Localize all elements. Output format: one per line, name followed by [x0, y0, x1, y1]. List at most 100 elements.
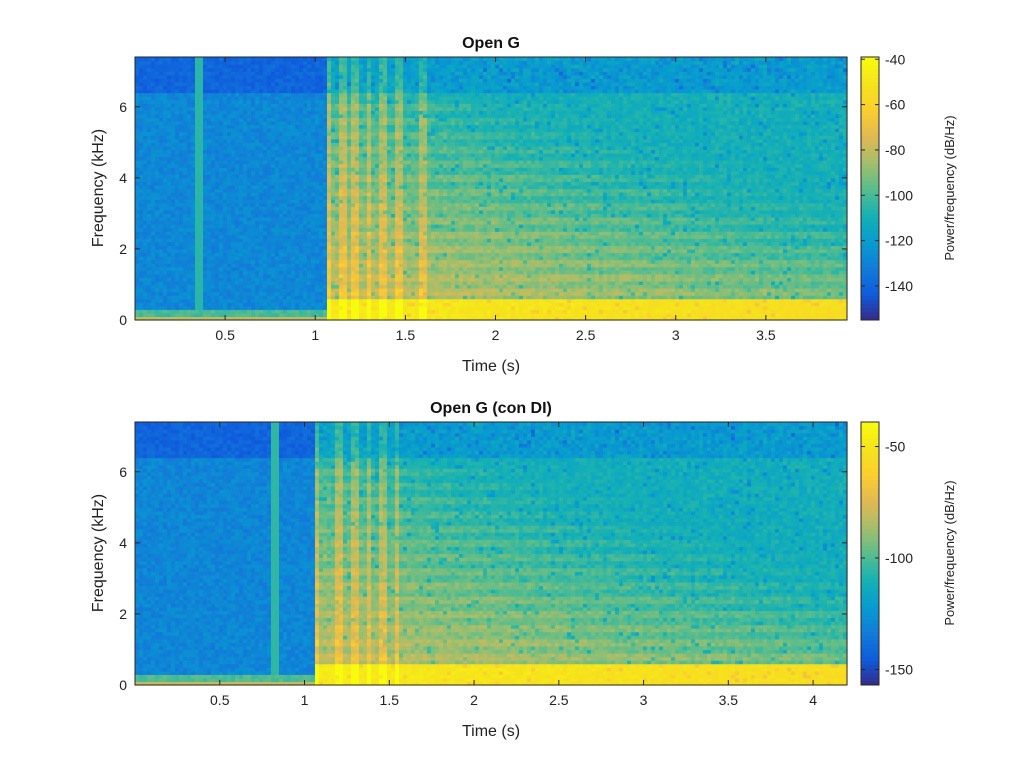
spectrogram-cell [147, 238, 152, 243]
spectrogram-cell [255, 163, 260, 168]
spectrogram-cell [151, 305, 156, 310]
spectrogram-cell [135, 248, 140, 254]
spectrogram-cell [311, 99, 316, 104]
spectrogram-cell [399, 295, 404, 300]
spectrogram-cell [343, 156, 348, 161]
spectrogram-cell [159, 312, 164, 318]
spectrogram-cell [275, 96, 280, 101]
spectrogram-cell [267, 213, 272, 218]
spectrogram-cell [203, 184, 208, 190]
spectrogram-cell [143, 67, 148, 72]
spectrogram-cell [135, 138, 140, 143]
spectrogram-cell [175, 241, 180, 246]
spectrogram-cell [247, 131, 252, 136]
spectrogram-cell [247, 209, 252, 214]
spectrogram-cell [179, 135, 184, 140]
spectrogram-cell [363, 124, 368, 129]
spectrogram-cell [203, 238, 208, 243]
spectrogram-cell [263, 273, 268, 278]
spectrogram-cell [183, 248, 188, 254]
spectrogram-cell [351, 195, 356, 200]
spectrogram-cell [263, 295, 268, 300]
spectrogram-cell [167, 128, 172, 133]
spectrogram-cell [243, 78, 248, 83]
spectrogram-cell [283, 170, 288, 175]
spectrogram-cell [191, 81, 196, 87]
spectrogram-cell [355, 138, 360, 143]
spectrogram-cell [307, 209, 312, 214]
spectrogram-cell [323, 124, 328, 129]
spectrogram-cell [279, 120, 284, 126]
spectrogram-cell [355, 156, 360, 161]
spectrogram-cell [375, 195, 380, 200]
spectrogram-cell [371, 259, 376, 264]
spectrogram-cell [291, 213, 296, 218]
spectrogram-cell [155, 256, 160, 261]
spectrogram-cell [219, 167, 224, 172]
spectrogram-cell [155, 120, 160, 126]
spectrogram-cell [159, 92, 164, 97]
spectrogram-cell [259, 209, 264, 214]
spectrogram-cell [375, 149, 380, 154]
spectrogram-cell [367, 117, 372, 122]
spectrogram-cell [367, 216, 372, 222]
spectrogram-cell [343, 81, 348, 87]
spectrogram-cell [383, 103, 388, 108]
spectrogram-cell [347, 195, 352, 200]
spectrogram-cell [271, 238, 276, 243]
spectrogram-cell [251, 103, 256, 108]
spectrogram-cell [179, 81, 184, 87]
spectrogram-cell [307, 288, 312, 293]
spectrogram-cell [379, 216, 384, 222]
spectrogram-cell [255, 74, 260, 79]
spectrogram-cell [347, 298, 352, 303]
spectrogram-cell [355, 174, 360, 179]
spectrogram-cell [231, 252, 236, 257]
spectrogram-cell [263, 135, 268, 140]
spectrogram-cell [267, 67, 272, 72]
spectrogram-cell [387, 177, 392, 182]
spectrogram-cell [363, 302, 368, 307]
spectrogram-cell [375, 135, 380, 140]
spectrogram-cell [395, 224, 400, 229]
spectrogram-cell [191, 149, 196, 154]
spectrogram-cell [163, 71, 168, 76]
spectrogram-cell [171, 117, 176, 122]
spectrogram-cell [231, 188, 236, 193]
spectrogram-cell [299, 64, 304, 69]
spectrogram-cell [307, 138, 312, 143]
spectrogram-cell [179, 145, 184, 150]
spectrogram-cell [151, 113, 156, 119]
spectrogram-cell [387, 234, 392, 239]
spectrogram-cell [147, 312, 152, 318]
spectrogram-cell [171, 202, 176, 207]
spectrogram-cell [207, 280, 212, 286]
spectrogram-cell [211, 209, 216, 214]
spectrogram-cell [299, 117, 304, 122]
spectrogram-cell [347, 263, 352, 268]
spectrogram-cell [239, 195, 244, 200]
spectrogram-cell [211, 298, 216, 303]
spectrogram-cell [351, 149, 356, 154]
spectrogram-cell [199, 202, 204, 207]
spectrogram-cell [187, 131, 192, 136]
spectrogram-cell [347, 227, 352, 232]
spectrogram-cell [231, 206, 236, 211]
spectrogram-cell [199, 174, 204, 179]
spectrogram-cell [383, 252, 388, 257]
spectrogram-cell [227, 192, 232, 197]
spectrogram-cell [187, 96, 192, 101]
spectrogram-cell [395, 291, 400, 296]
spectrogram-cell [159, 145, 164, 150]
spectrogram-cell [323, 206, 328, 211]
spectrogram-cell [167, 277, 172, 282]
spectrogram-cell [287, 316, 292, 321]
spectrogram-cell [339, 135, 344, 140]
spectrogram-cell [355, 92, 360, 97]
spectrogram-cell [355, 245, 360, 250]
spectrogram-cell [319, 206, 324, 211]
spectrogram-cell [235, 234, 240, 239]
spectrogram-cell [339, 163, 344, 168]
spectrogram-cell [215, 57, 220, 62]
spectrogram-cell [243, 145, 248, 150]
